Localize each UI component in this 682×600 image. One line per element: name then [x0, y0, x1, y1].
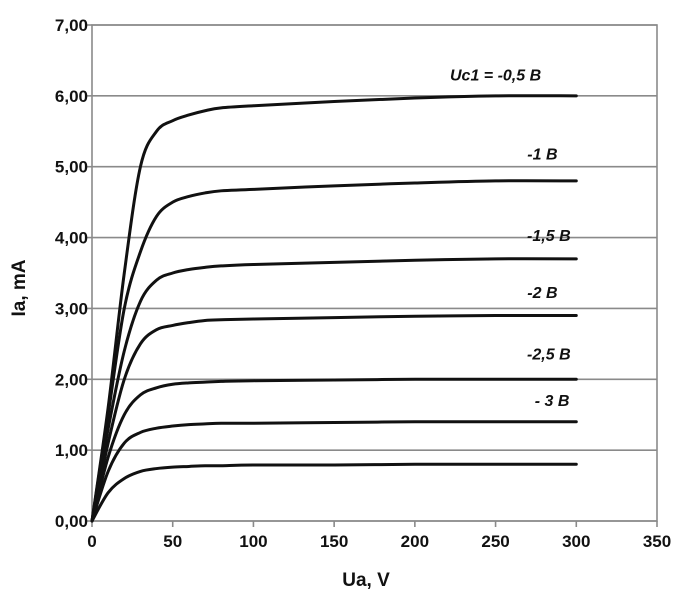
series-label-2: -1,5 В [527, 228, 571, 245]
x-axis-ticks: 0 50 100 150 200 250 300 350 [87, 521, 671, 551]
series-line-5 [90, 420, 578, 523]
y-tick-label-0: 0,00 [55, 512, 88, 531]
y-tick-label-7: 7,00 [55, 16, 88, 35]
series-line-6 [90, 462, 578, 523]
x-tick-label-5: 250 [481, 532, 509, 551]
series-label-3: -2 В [527, 285, 557, 302]
x-tick-label-4: 200 [401, 532, 429, 551]
y-tick-label-1: 1,00 [55, 441, 88, 460]
y-axis-ticks: 0,00 1,00 2,00 3,00 4,00 5,00 6,00 7,00 [55, 16, 92, 531]
y-axis-title: Ia, mA [9, 259, 30, 316]
y-tick-label-2: 2,00 [55, 370, 88, 389]
series-line-1 [90, 179, 578, 523]
series-lines [90, 94, 578, 523]
series-line-3 [90, 313, 578, 523]
series-label-1: -1 В [527, 147, 557, 164]
x-tick-label-3: 150 [320, 532, 348, 551]
series-line-2 [90, 257, 578, 523]
series-label-0: Uc1 = -0,5 В [450, 67, 541, 84]
series-line-0 [90, 94, 578, 523]
x-tick-label-1: 50 [163, 532, 182, 551]
series-label-5: - 3 В [535, 393, 570, 410]
x-tick-label-2: 100 [239, 532, 267, 551]
y-tick-label-4: 4,00 [55, 229, 88, 248]
series-label-4: -2,5 В [527, 346, 571, 363]
y-tick-label-3: 3,00 [55, 299, 88, 318]
x-tick-label-6: 300 [562, 532, 590, 551]
x-tick-label-7: 350 [643, 532, 671, 551]
series-labels: Uc1 = -0,5 В -1 В -1,5 В -2 В -2,5 В - 3 В [450, 67, 571, 410]
y-tick-label-6: 6,00 [55, 87, 88, 106]
x-tick-label-0: 0 [87, 532, 96, 551]
x-axis-title: Ua, V [342, 570, 390, 591]
series-line-4 [90, 377, 578, 523]
y-tick-label-5: 5,00 [55, 158, 88, 177]
plot-frame [91, 24, 658, 522]
